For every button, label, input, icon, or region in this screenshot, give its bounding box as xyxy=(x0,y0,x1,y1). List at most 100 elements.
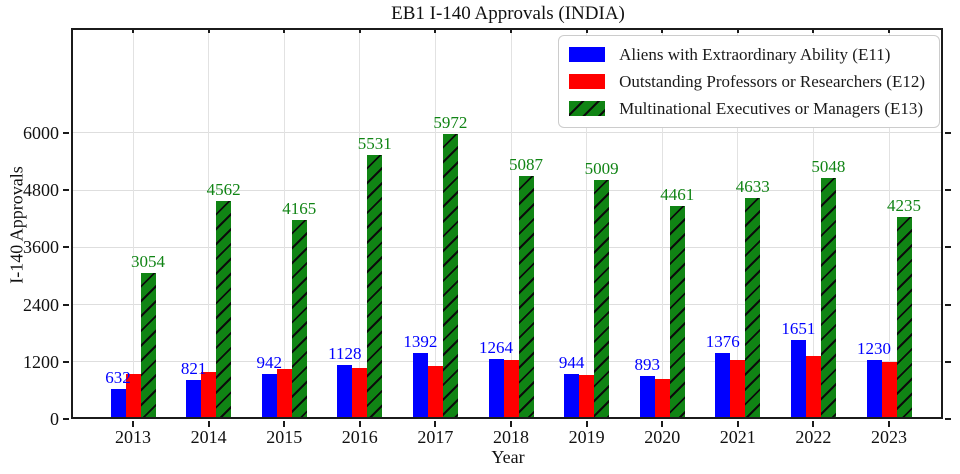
y-axis-tick-right xyxy=(945,303,951,306)
y-axis-tick xyxy=(63,131,69,134)
gridline-vertical xyxy=(132,28,134,419)
x-tick-label: 2013 xyxy=(115,427,151,447)
x-tick-label: 2017 xyxy=(417,427,454,447)
legend-item-e11: Aliens with Extraordinary Ability (E11) xyxy=(569,44,925,65)
x-tick-label: 2021 xyxy=(719,427,756,447)
bar-value-label: 944 xyxy=(558,353,585,372)
bar-2023-s2 xyxy=(896,217,912,419)
x-axis-tick-top xyxy=(736,28,739,33)
y-axis-tick-right xyxy=(945,360,951,363)
x-axis-tick xyxy=(434,421,437,427)
bar-2015-s1 xyxy=(276,369,292,419)
gridline-vertical xyxy=(737,28,739,419)
legend-swatch-e13 xyxy=(569,101,606,116)
bar-value-label: 4165 xyxy=(282,199,317,219)
x-axis-tick-top xyxy=(661,28,664,33)
bar-value-label: 4461 xyxy=(660,185,695,205)
x-axis-label: Year xyxy=(491,447,525,467)
y-tick-label: 1200 xyxy=(23,351,59,372)
bar-2019-s2 xyxy=(594,180,610,419)
bar-value-label: 5009 xyxy=(584,159,619,179)
bar-2020-s0 xyxy=(639,376,655,419)
bar-value-label: 5087 xyxy=(509,155,543,175)
bar-2022-s1 xyxy=(805,355,821,419)
x-axis-tick-top xyxy=(283,28,286,33)
x-axis-tick xyxy=(358,421,361,427)
bar-2016-s2 xyxy=(367,155,383,419)
y-axis-tick-right xyxy=(945,189,951,192)
x-axis-tick xyxy=(585,421,588,427)
bar-value-label: 1376 xyxy=(705,332,740,352)
bar-value-label: 893 xyxy=(634,355,660,375)
bar-value-label: 4235 xyxy=(887,196,921,216)
y-tick-label: 3600 xyxy=(23,237,59,258)
y-axis-tick-right xyxy=(945,246,951,249)
bar-2017-s0 xyxy=(412,352,428,419)
y-tick-label: 6000 xyxy=(23,122,59,143)
bar-2022-s2 xyxy=(820,178,836,419)
x-axis-tick-top xyxy=(585,28,588,33)
bar-value-label: 5048 xyxy=(811,157,846,177)
x-axis-tick-top xyxy=(434,28,437,33)
bar-value-label: 632 xyxy=(105,367,131,387)
bar-2018-s1 xyxy=(503,359,519,419)
x-tick-label: 2014 xyxy=(190,427,227,447)
y-axis-tick-right xyxy=(945,418,951,420)
bar-2023-s1 xyxy=(881,362,897,419)
y-tick-label: 0 xyxy=(50,409,59,429)
bar-value-label: 821 xyxy=(180,358,207,378)
legend-label-e13: Multinational Executives or Managers (E1… xyxy=(619,99,924,118)
x-tick-label: 2015 xyxy=(266,427,303,447)
legend-label-e11: Aliens with Extraordinary Ability (E11) xyxy=(619,45,891,64)
bar-2015-s2 xyxy=(291,220,307,419)
chart-title: EB1 I-140 Approvals (INDIA) xyxy=(391,3,625,24)
bar-2021-s2 xyxy=(745,198,761,419)
y-axis-tick xyxy=(63,360,69,363)
gridline-vertical xyxy=(888,28,890,419)
bar-value-label: 1392 xyxy=(403,331,438,351)
gridline-vertical xyxy=(208,28,210,419)
x-axis-tick xyxy=(736,421,739,427)
legend-swatch-e11 xyxy=(569,47,606,62)
gridline-horizontal xyxy=(71,132,943,134)
bar-2019-s0 xyxy=(564,374,580,419)
bar-2013-s0 xyxy=(110,388,126,419)
y-axis-tick xyxy=(63,418,69,420)
bar-2018-s2 xyxy=(518,176,534,419)
plot-area: Aliens with Extraordinary Ability (E11) … xyxy=(23,28,951,447)
bar-2021-s0 xyxy=(715,353,731,419)
gridline-vertical xyxy=(812,28,814,419)
bar-2015-s0 xyxy=(261,374,277,419)
gridline-horizontal xyxy=(71,246,943,248)
x-tick-label: 2020 xyxy=(644,427,681,447)
gridline-vertical xyxy=(283,28,285,419)
x-axis-tick-top xyxy=(207,28,210,33)
bar-value-label: 4562 xyxy=(206,180,241,200)
x-tick-label: 2018 xyxy=(493,427,529,447)
gridline-horizontal xyxy=(71,189,943,191)
legend-swatch-e12 xyxy=(569,74,606,89)
x-axis-tick-top xyxy=(812,28,815,33)
x-axis-tick xyxy=(661,421,664,427)
bar-2016-s1 xyxy=(352,368,368,419)
bar-2016-s0 xyxy=(337,365,353,419)
x-axis-tick xyxy=(888,421,890,427)
bar-value-label: 942 xyxy=(256,353,282,373)
bar-2023-s0 xyxy=(866,360,882,419)
bar-2014-s1 xyxy=(201,372,217,419)
bar-2019-s1 xyxy=(579,375,595,419)
bar-value-label: 3054 xyxy=(131,252,165,272)
x-tick-label: 2019 xyxy=(568,427,605,447)
y-tick-label: 4800 xyxy=(23,180,59,201)
gridline-horizontal xyxy=(71,304,943,306)
gridline-vertical xyxy=(359,28,361,419)
bar-2014-s0 xyxy=(186,379,202,419)
y-axis-tick xyxy=(63,246,69,249)
bar-value-label: 1230 xyxy=(857,339,891,359)
gridline-vertical xyxy=(586,28,588,419)
x-axis-tick-top xyxy=(132,28,134,33)
bar-2017-s2 xyxy=(442,134,458,419)
bar-2022-s0 xyxy=(790,340,806,419)
bar-2018-s0 xyxy=(488,358,504,419)
